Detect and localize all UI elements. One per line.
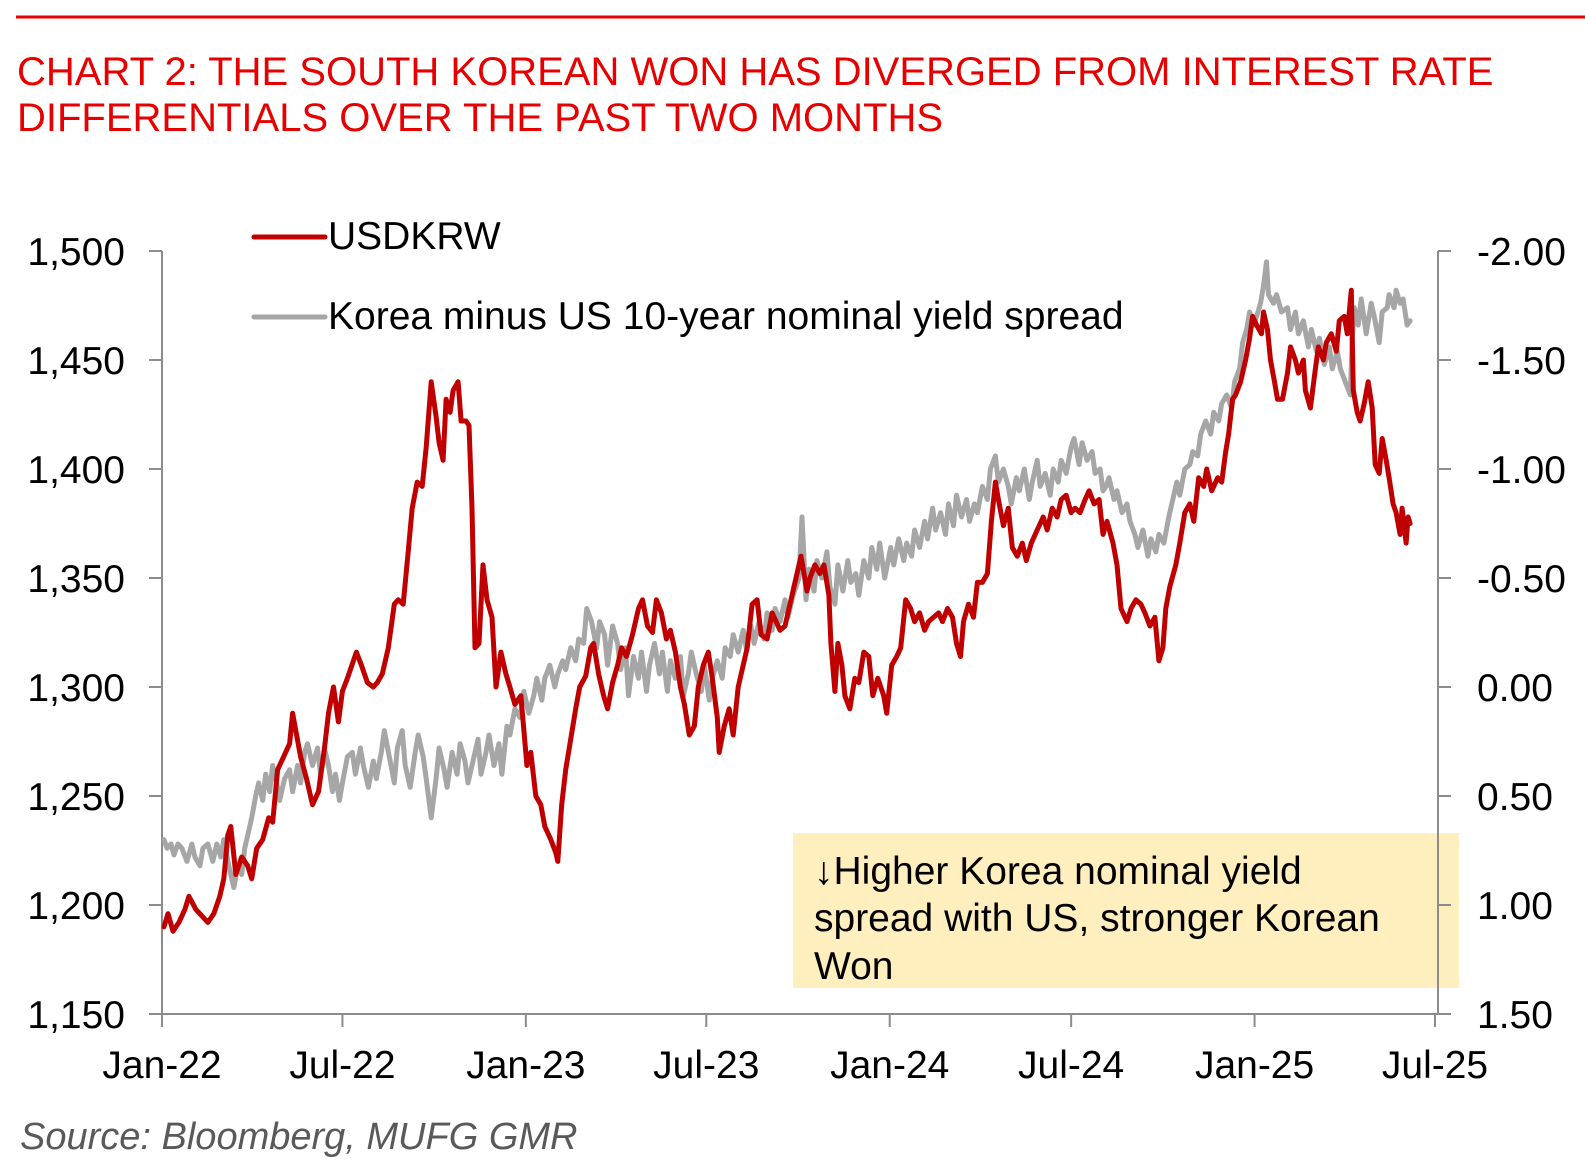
right-y-tick-label: -1.00 bbox=[1477, 449, 1566, 492]
left-y-tick-label: 1,300 bbox=[27, 667, 125, 710]
right-y-tick-label: -0.50 bbox=[1477, 558, 1566, 601]
tick-labels: 1,500 1,450 1,400 1,350 1,300 1,250 1,200 1,150… bbox=[27, 231, 1566, 1087]
left-y-tick-label: 1,450 bbox=[27, 340, 125, 383]
left-y-tick-label: 1,350 bbox=[27, 558, 125, 601]
left-y-tick-label: 1,150 bbox=[27, 994, 125, 1037]
x-tick-label: Jan-25 bbox=[1195, 1044, 1314, 1087]
right-y-tick-label: -1.50 bbox=[1477, 340, 1566, 383]
source-note: Source: Bloomberg, MUFG GMR bbox=[20, 1116, 577, 1158]
series-line-usdkrw bbox=[161, 287, 1413, 934]
x-tick-label: Jan-23 bbox=[466, 1044, 585, 1087]
chart-title-line-2: DIFFERENTIALS OVER THE PAST TWO MONTHS bbox=[17, 96, 943, 140]
x-tick-label: Jan-22 bbox=[102, 1044, 221, 1087]
legend: USDKRW Korea minus US 10-year nominal yi… bbox=[251, 215, 1124, 338]
tick-marks bbox=[149, 250, 1451, 1027]
x-tick-label: Jul-23 bbox=[653, 1044, 759, 1087]
left-y-tick-label: 1,200 bbox=[27, 885, 125, 928]
series-layer bbox=[161, 259, 1413, 934]
left-y-tick-label: 1,400 bbox=[27, 449, 125, 492]
x-tick-label: Jul-25 bbox=[1382, 1044, 1488, 1087]
right-y-tick-label: -2.00 bbox=[1477, 231, 1566, 274]
chart-title-line-1: CHART 2: THE SOUTH KOREAN WON HAS DIVERG… bbox=[17, 50, 1493, 94]
annotation-line-1: ↓Higher Korea nominal yield bbox=[814, 850, 1302, 893]
right-y-tick-label: 0.50 bbox=[1477, 776, 1553, 819]
legend-label-yield-spread: Korea minus US 10-year nominal yield spr… bbox=[328, 295, 1124, 338]
annotation-line-2: spread with US, stronger Korean bbox=[814, 897, 1380, 940]
right-y-tick-label: 1.50 bbox=[1477, 994, 1553, 1037]
x-tick-label: Jul-24 bbox=[1018, 1044, 1124, 1087]
right-y-tick-label: 1.00 bbox=[1477, 885, 1553, 928]
axes bbox=[161, 251, 1451, 1015]
x-tick-label: Jul-22 bbox=[289, 1044, 395, 1087]
annotation-box bbox=[793, 833, 1459, 988]
series-line-yield-spread bbox=[161, 259, 1413, 891]
left-y-tick-label: 1,250 bbox=[27, 776, 125, 819]
annotation-line-3: Won bbox=[814, 945, 894, 988]
legend-label-usdkrw: USDKRW bbox=[328, 215, 501, 258]
left-y-tick-label: 1,500 bbox=[27, 231, 125, 274]
right-y-tick-label: 0.00 bbox=[1477, 667, 1553, 710]
x-tick-label: Jan-24 bbox=[830, 1044, 949, 1087]
